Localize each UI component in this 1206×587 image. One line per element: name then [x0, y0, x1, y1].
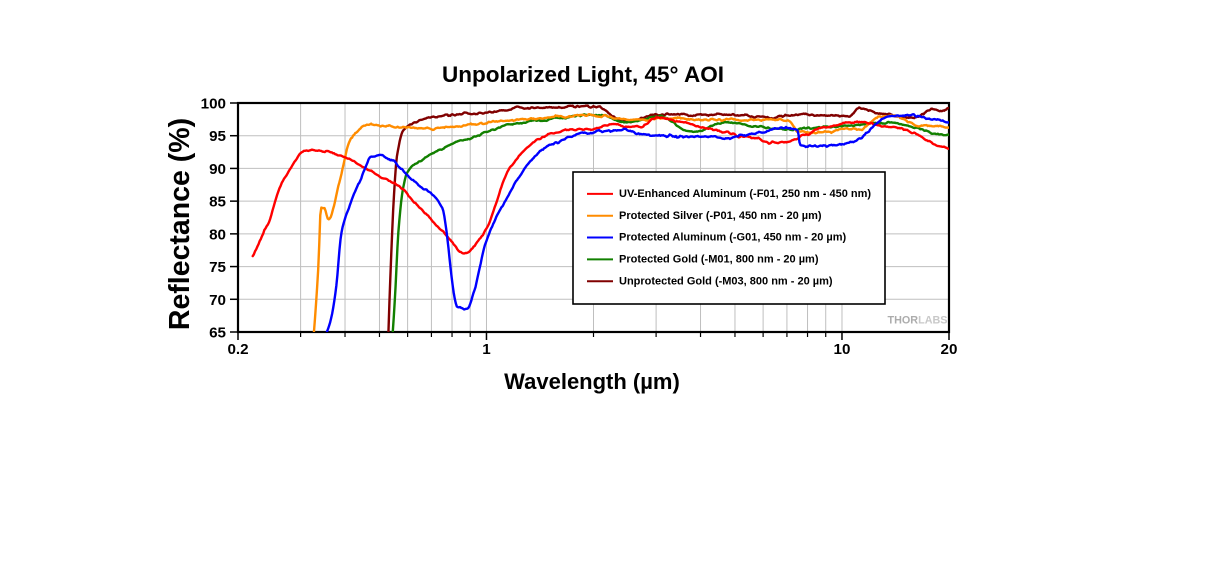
svg-text:Protected Gold (-M01, 800 nm -: Protected Gold (-M01, 800 nm - 20 µm)	[619, 254, 819, 266]
svg-text:UV-Enhanced Aluminum (-F01, 25: UV-Enhanced Aluminum (-F01, 250 nm - 450…	[619, 188, 871, 200]
svg-text:1: 1	[482, 341, 491, 358]
svg-text:10: 10	[834, 341, 851, 358]
svg-text:85: 85	[209, 194, 226, 211]
svg-text:70: 70	[209, 292, 226, 309]
svg-text:Protected Silver (-P01, 450 nm: Protected Silver (-P01, 450 nm - 20 µm)	[619, 210, 822, 222]
svg-text:100: 100	[201, 95, 226, 112]
svg-text:65: 65	[209, 325, 226, 342]
svg-text:Unprotected Gold (-M03, 800 nm: Unprotected Gold (-M03, 800 nm - 20 µm)	[619, 275, 833, 287]
svg-text:Reflectance (%): Reflectance (%)	[164, 118, 196, 330]
svg-text:20: 20	[941, 341, 958, 358]
svg-text:75: 75	[209, 259, 226, 276]
svg-text:Wavelength (µm): Wavelength (µm)	[504, 369, 680, 394]
svg-text:90: 90	[209, 161, 226, 178]
svg-text:Unpolarized Light, 45° AOI: Unpolarized Light, 45° AOI	[442, 62, 724, 87]
svg-text:95: 95	[209, 128, 226, 145]
svg-text:THORLABS: THORLABS	[888, 315, 948, 327]
svg-text:Protected Aluminum (-G01, 450: Protected Aluminum (-G01, 450 nm - 20 µm…	[619, 232, 847, 244]
svg-text:80: 80	[209, 226, 226, 243]
svg-text:0.2: 0.2	[227, 341, 248, 358]
